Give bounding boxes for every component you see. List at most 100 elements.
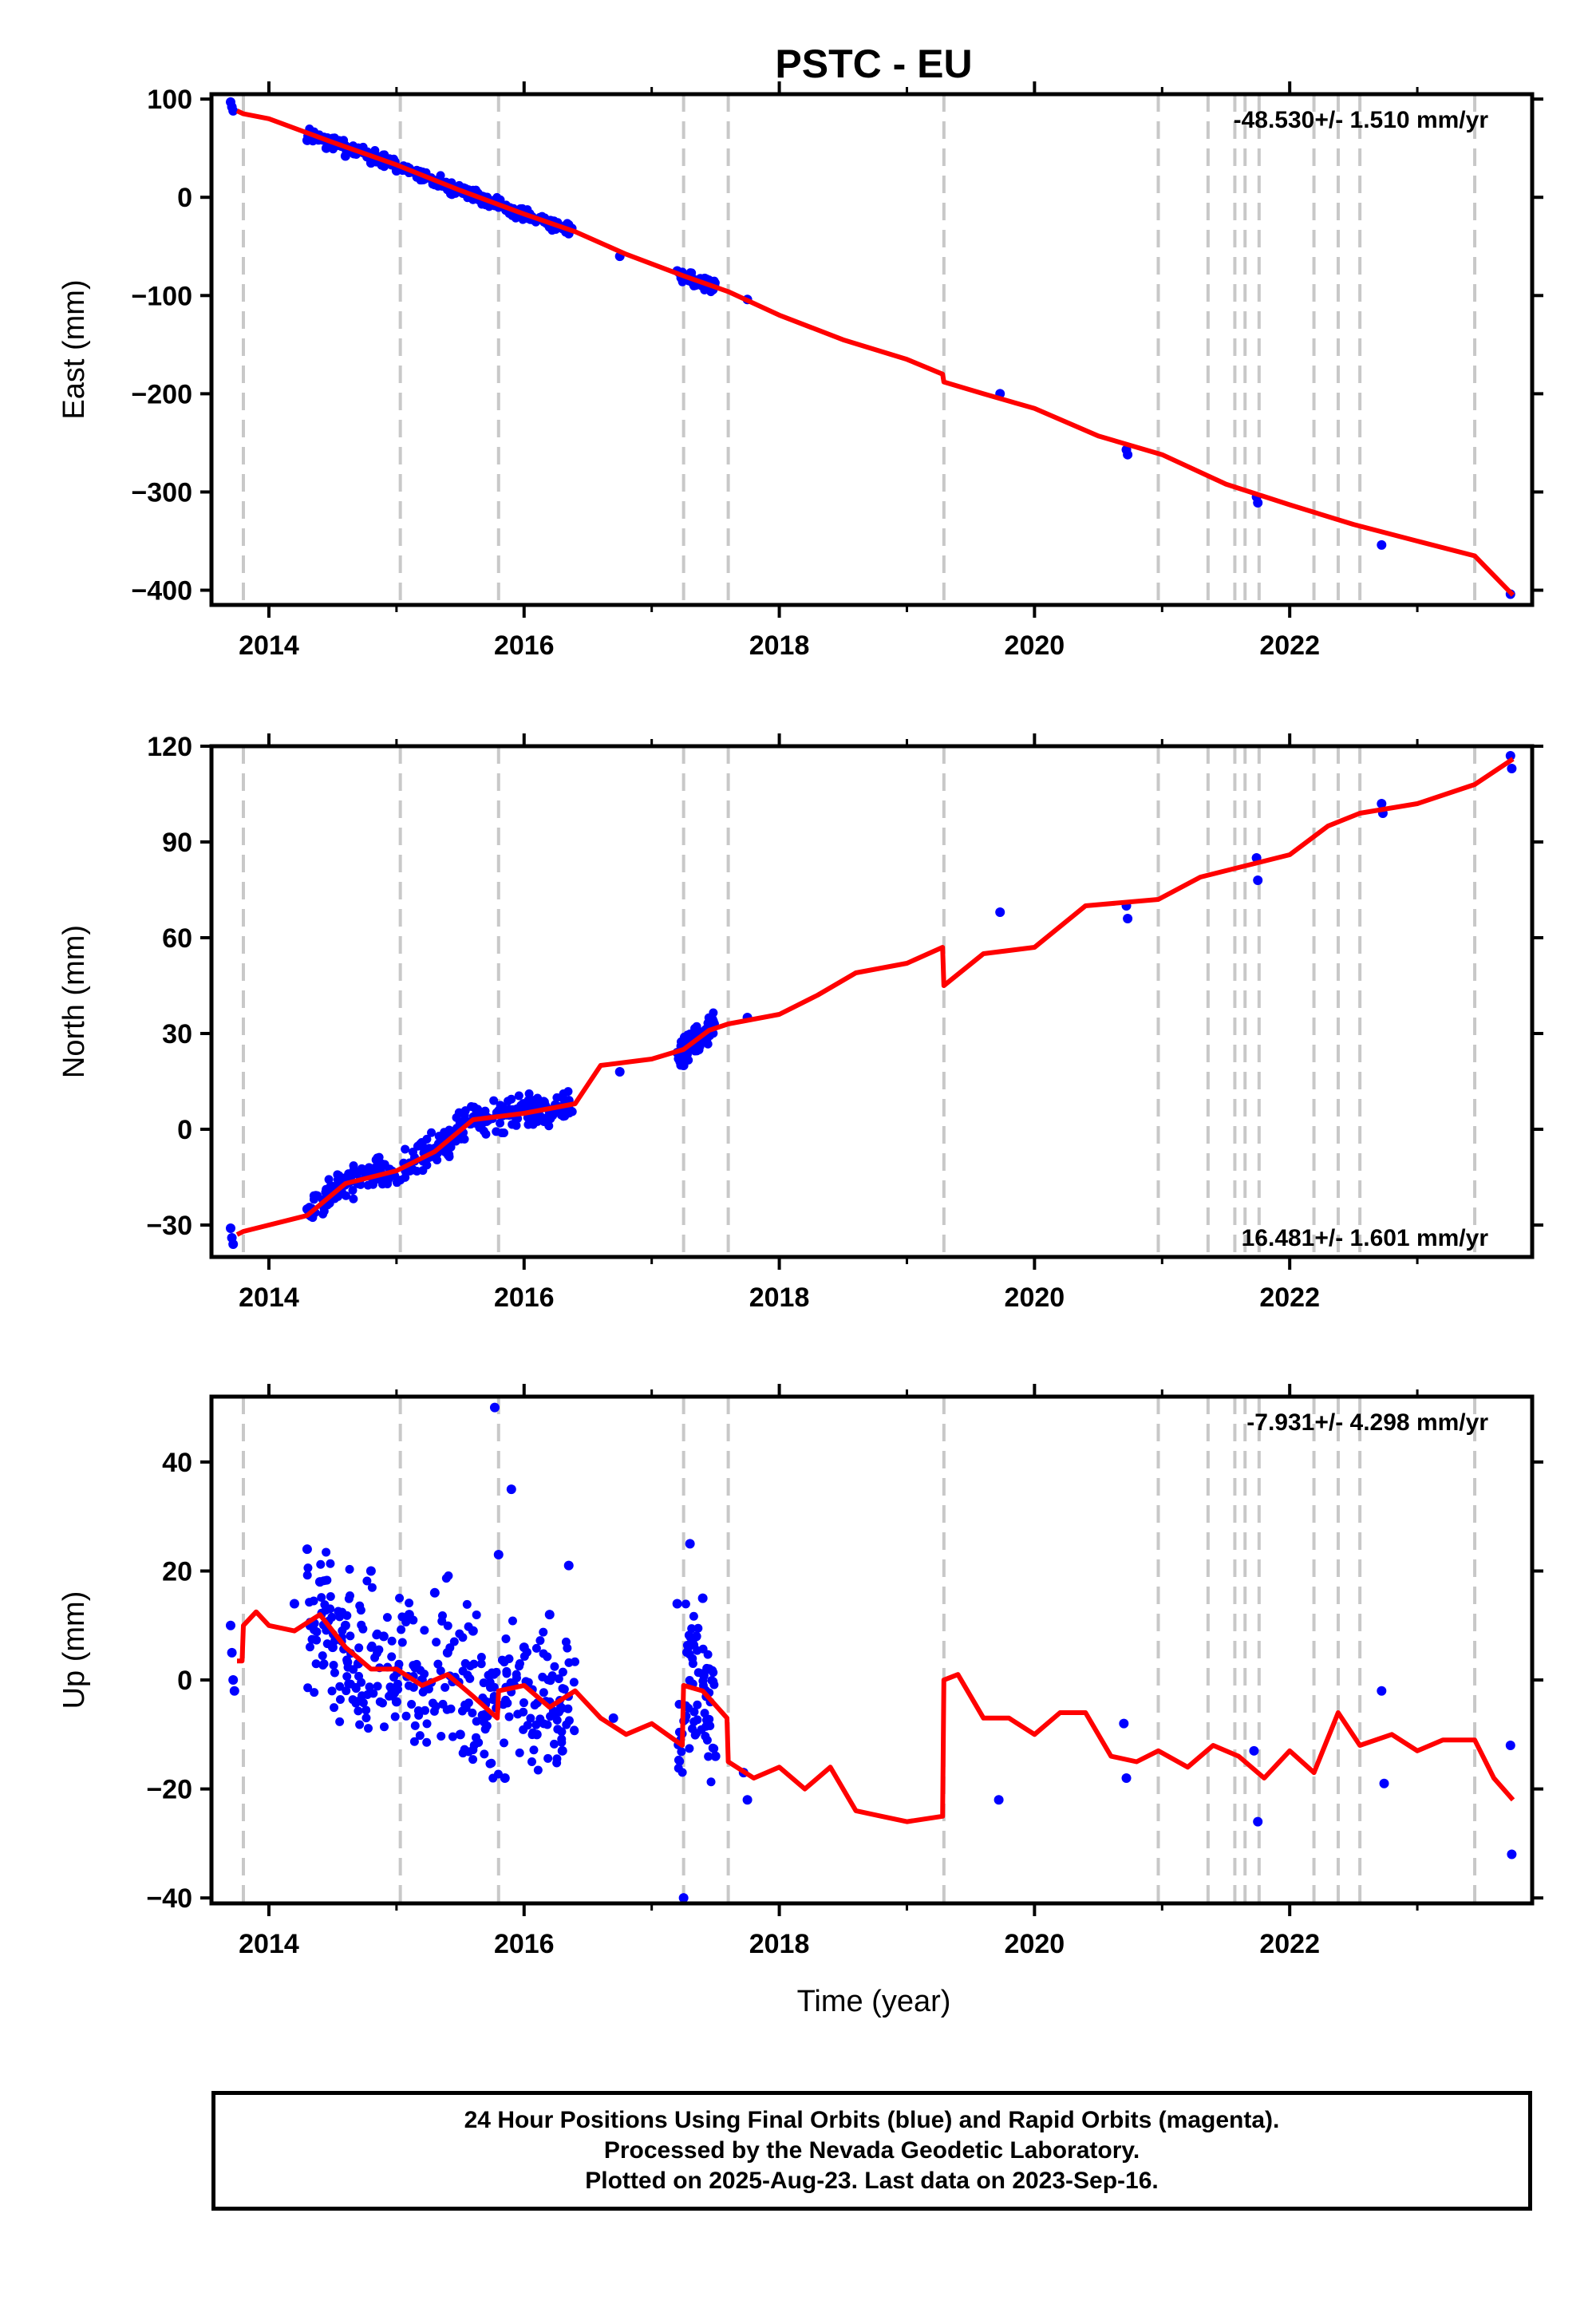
data-point	[452, 1113, 461, 1122]
data-point	[697, 1593, 708, 1603]
data-point	[417, 1137, 427, 1147]
data-point	[539, 1688, 548, 1697]
data-point	[436, 1666, 445, 1676]
data-point	[485, 1678, 495, 1687]
x-tick-label: 2020	[1005, 1929, 1065, 1959]
data-point	[465, 1674, 475, 1683]
data-point	[684, 1055, 693, 1065]
data-point	[480, 1749, 489, 1759]
data-point	[544, 1610, 555, 1620]
plot-frame	[209, 744, 1535, 1259]
data-point	[440, 1682, 450, 1692]
data-point	[472, 1717, 481, 1726]
data-point	[476, 1653, 486, 1662]
data-point	[533, 1117, 543, 1126]
data-point	[468, 1708, 477, 1717]
data-point	[531, 1099, 540, 1109]
y-tick-label: 90	[162, 828, 192, 858]
data-point	[476, 1659, 486, 1669]
data-point	[481, 1129, 491, 1139]
plot-frame	[209, 1394, 1535, 1906]
data-point	[692, 1028, 701, 1037]
data-point	[682, 1640, 692, 1650]
data-point	[689, 1634, 698, 1644]
y-tick-label: −200	[131, 379, 192, 409]
data-point	[407, 1700, 417, 1709]
data-point	[338, 1626, 347, 1635]
data-point	[674, 1764, 683, 1773]
data-point	[499, 1700, 508, 1709]
data-point	[477, 1109, 487, 1118]
data-point	[500, 1738, 509, 1748]
data-point	[489, 1096, 499, 1105]
data-point	[496, 1118, 505, 1128]
data-point	[335, 1717, 345, 1726]
x-tick-label: 2014	[239, 1929, 299, 1959]
data-point	[678, 1893, 689, 1903]
data-point	[460, 1745, 469, 1754]
model-line	[235, 757, 1515, 1237]
model-line	[235, 109, 1515, 597]
data-point	[370, 1163, 380, 1172]
data-point	[397, 1638, 407, 1647]
data-point	[557, 1745, 567, 1756]
data-point	[692, 1022, 701, 1031]
data-point	[348, 1185, 358, 1195]
data-point	[455, 1629, 464, 1638]
data-point	[704, 1752, 713, 1761]
data-point	[559, 1094, 568, 1104]
data-point	[365, 1566, 376, 1576]
data-point	[324, 1175, 334, 1184]
data-point	[677, 1747, 686, 1757]
y-axis-label-north: North (mm)	[57, 925, 91, 1078]
data-point	[687, 1624, 697, 1634]
data-point	[705, 1714, 714, 1724]
data-point	[480, 1725, 490, 1734]
data-point	[302, 1571, 312, 1580]
data-point	[393, 1679, 402, 1689]
data-point	[422, 1160, 432, 1170]
data-point	[357, 1620, 366, 1630]
data-point	[303, 1563, 313, 1573]
data-point	[688, 1654, 697, 1663]
data-point	[460, 1700, 470, 1709]
data-point	[414, 1710, 424, 1720]
data-point	[528, 1728, 538, 1737]
data-point	[329, 1661, 338, 1670]
data-point	[699, 1670, 709, 1680]
data-point	[468, 1755, 478, 1765]
x-tick-label: 2022	[1259, 630, 1320, 661]
x-tick-label: 2018	[749, 1282, 810, 1313]
panel-up: 40 20 0 −20 −40 2014 2016 2018 2020 2022 Up (mm) -7…	[57, 1384, 1543, 1959]
data-point	[497, 1655, 507, 1665]
data-point	[305, 1598, 314, 1607]
data-point	[401, 1711, 411, 1721]
data-point	[322, 1547, 331, 1557]
data-point	[549, 1739, 559, 1749]
data-point	[685, 1539, 695, 1549]
data-point	[433, 1659, 443, 1669]
data-point	[694, 1045, 704, 1055]
data-point	[444, 1152, 454, 1161]
data-point	[472, 1733, 481, 1742]
data-point	[1377, 799, 1387, 808]
data-point	[385, 1682, 395, 1692]
data-point	[1123, 449, 1133, 460]
data-point	[354, 1706, 363, 1716]
data-point	[500, 1773, 510, 1783]
data-point	[312, 1627, 322, 1637]
data-point	[708, 1743, 717, 1753]
data-point	[355, 1720, 365, 1729]
data-point	[675, 1757, 685, 1766]
data-point	[318, 1651, 327, 1661]
data-point	[349, 1194, 358, 1203]
data-point	[320, 1600, 330, 1610]
data-point	[373, 1682, 382, 1691]
data-point	[464, 1622, 473, 1631]
data-point	[693, 1646, 702, 1655]
data-point	[706, 287, 716, 297]
data-point	[390, 1688, 400, 1697]
y-tick-label: 0	[177, 183, 192, 213]
data-point	[448, 1732, 457, 1741]
data-point	[446, 1142, 456, 1152]
